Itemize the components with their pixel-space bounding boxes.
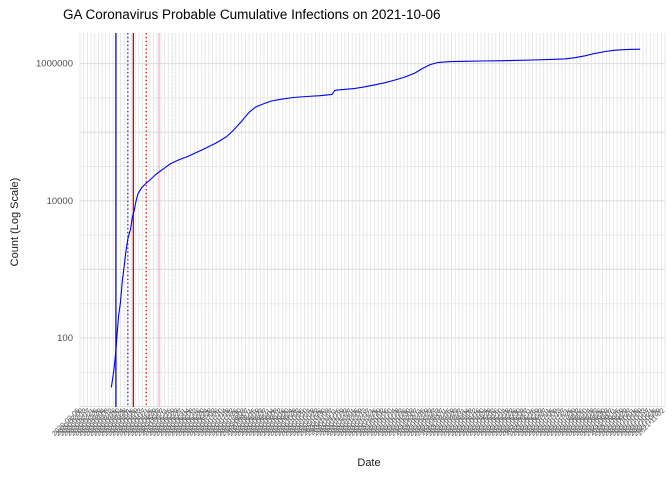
h-gridlines-major — [80, 63, 665, 408]
y-tick-label: 100 — [57, 333, 73, 344]
y-tick-labels: 100 10000 1000000 — [36, 59, 73, 344]
y-tick-label: 10000 — [47, 196, 73, 207]
series-line — [110, 48, 641, 388]
h-gridlines-minor — [80, 97, 665, 373]
y-axis-title: Count (Log Scale) — [9, 177, 21, 267]
x-tick-labels: 2020-02-052020-02-092020-02-132020-02-17… — [51, 407, 666, 437]
x-axis-title: Date — [357, 457, 381, 469]
v-gridlines — [79, 33, 666, 407]
chart-title: GA Coronavirus Probable Cumulative Infec… — [63, 7, 441, 22]
y-tick-label: 1000000 — [36, 59, 73, 70]
